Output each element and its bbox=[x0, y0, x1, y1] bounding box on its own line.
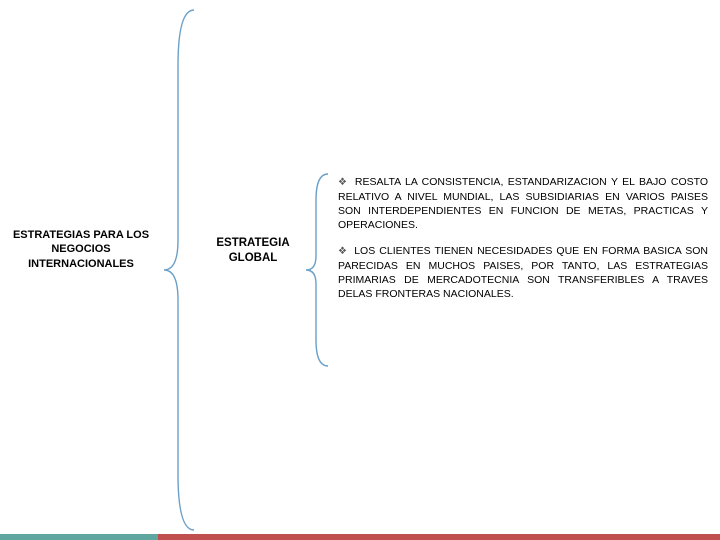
bullet-list: ❖ RESALTA LA CONSISTENCIA, ESTANDARIZACI… bbox=[338, 175, 708, 313]
bullet-glyph-icon: ❖ bbox=[338, 246, 348, 257]
brace-small bbox=[302, 170, 332, 370]
child-label: ESTRATEGIA GLOBAL bbox=[208, 236, 298, 266]
accent-segment-a bbox=[0, 534, 158, 540]
bullet-item: ❖ RESALTA LA CONSISTENCIA, ESTANDARIZACI… bbox=[338, 175, 708, 232]
bullet-glyph-icon: ❖ bbox=[338, 177, 348, 188]
bullet-text: LOS CLIENTES TIENEN NECESIDADES QUE EN F… bbox=[338, 245, 708, 300]
accent-segment-b bbox=[158, 534, 720, 540]
bullet-item: ❖ LOS CLIENTES TIENEN NECESIDADES QUE EN… bbox=[338, 244, 708, 301]
slide-bottom-accent bbox=[0, 534, 720, 540]
bullet-text: RESALTA LA CONSISTENCIA, ESTANDARIZACION… bbox=[338, 176, 708, 231]
root-label: ESTRATEGIAS PARA LOS NEGOCIOS INTERNACIO… bbox=[6, 228, 156, 271]
brace-large bbox=[160, 6, 200, 534]
